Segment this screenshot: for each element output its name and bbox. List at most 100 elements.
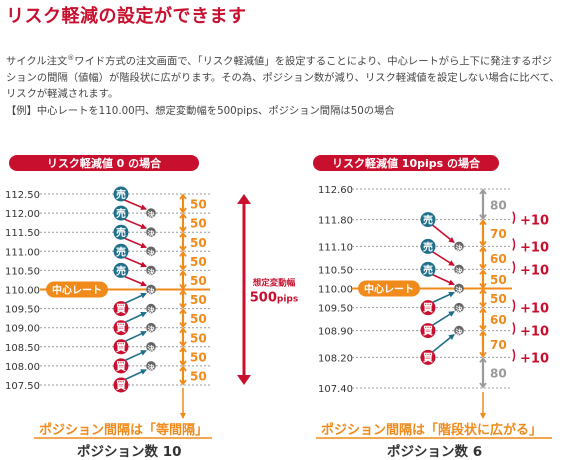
right-buy-arrow [431,310,455,327]
left-settle-marker [146,361,156,371]
left-interval-bracket-top [179,346,187,353]
left-sell-marker-label: 売 [116,264,126,277]
left-interval-bracket-top [179,193,187,200]
right-sell-marker-label: 売 [423,240,433,253]
right-sell-arrow [431,223,455,244]
left-center-rate-pill [46,281,108,298]
left-buy-arrow [123,369,147,381]
left-settle-marker-label: 決 [148,287,156,296]
left-sell-marker [113,224,129,240]
right-increment-label: +10 [520,263,549,278]
left-price-label: 108.00 [5,362,40,373]
left-price-label: 111.50 [5,228,40,239]
left-price-label: 110.50 [5,266,40,277]
left-range-arrow-top [237,194,251,204]
left-interval-bracket-top [179,327,187,334]
description-line-3: リスクが軽減されます。 [6,88,119,101]
right-settle-marker-label: 決 [456,266,464,275]
right-interval-label: 70 [490,227,507,241]
description-example: 【例】中心レートを110.00円、想定変動幅を500pips、ポジション間隔は5… [6,104,395,117]
left-interval-bracket-bottom [179,360,187,367]
left-interval-label: 50 [190,331,207,345]
right-interval-bracket-bottom [479,351,487,358]
left-panel-header-label: リスク軽減値 0 の場合 [47,156,162,170]
right-interval-bracket-bottom [479,325,487,332]
right-price-label: 112.60 [318,185,353,196]
right-interval-bracket-bottom [479,302,487,309]
left-settle-marker-label: 決 [148,306,156,315]
left-price-label: 112.00 [5,209,40,220]
left-buy-marker [113,301,129,317]
left-interval-label: 50 [190,198,207,212]
right-interval-label: 50 [490,292,507,306]
left-buy-marker [113,377,129,393]
left-sell-arrow [121,198,147,210]
left-position-count: ポジション数 10 [77,444,182,460]
right-increment-arrow [512,238,516,251]
right-increment-label: +10 [520,240,549,255]
left-settle-marker [146,303,156,314]
left-price-label: 109.00 [5,324,40,335]
left-buy-marker-label: 買 [116,380,126,392]
right-increment-label: +10 [520,302,549,317]
right-buy-marker-label: 買 [423,326,433,338]
right-settle-marker-label: 決 [456,305,464,314]
left-buy-marker [113,339,129,355]
left-sell-marker [113,243,129,259]
left-panel-header [9,155,199,171]
left-sell-marker-label: 売 [116,226,126,239]
left-price-label: 111.00 [5,247,40,258]
left-interval-label: 50 [190,255,207,269]
right-interval-bracket-top [479,219,487,226]
left-settle-marker-label: 決 [148,267,156,276]
left-interval-bracket-bottom [179,283,187,290]
left-range-label-bg [251,273,297,308]
right-interval-bracket-bottom [479,263,487,270]
right-interval-bracket-top [479,268,487,275]
right-sell-marker-label: 売 [423,214,433,227]
right-center-rate-pill [358,280,420,297]
right-interval-label: 60 [490,313,507,327]
description-line-1: サイクル注文®ワイド方式の注文画面で、「リスク軽減値」を設定することにより、中心… [6,54,553,68]
left-interval-bracket-top [179,289,187,296]
right-increment-arrow [512,261,516,274]
right-price-label: 111.10 [318,242,353,253]
right-settle-marker [454,325,464,336]
right-sell-marker [420,261,436,277]
left-center-rate-label: 中心レート [52,284,102,297]
right-buy-marker [420,300,436,316]
left-settle-marker-label: 決 [148,248,156,257]
left-buy-marker-label: 買 [116,304,126,316]
right-increment-arrow [512,299,516,312]
left-interval-bracket-bottom [179,245,187,252]
right-sell-arrow [431,250,455,267]
left-buy-arrow [123,292,147,305]
left-interval-bracket-bottom [179,264,187,271]
right-settle-marker [454,264,464,275]
right-interval-bracket-outer-bottom [479,382,487,389]
left-settle-marker [146,227,156,237]
right-increment-arrow [512,211,516,224]
left-settle-marker [146,246,156,257]
description: サイクル注文®ワイド方式の注文画面で、「リスク軽減値」を設定することにより、中心… [6,50,562,119]
right-panel-header [313,155,499,171]
right-settle-marker [454,283,464,294]
right-sell-arrow [431,273,455,286]
left-settle-marker-label: 決 [148,363,156,372]
right-increment-arrow [512,349,516,362]
left-interval-label: 50 [190,312,207,326]
left-interval-bracket-bottom [179,379,187,386]
left-sell-arrow [121,236,147,249]
left-settle-marker-label: 決 [148,344,156,353]
right-position-count: ポジション数 6 [387,444,483,460]
description-line-2: ションの間隔（値幅）が階段状に広がります。その為、ポジション数が減り、リスク軽減… [6,71,560,84]
left-settle-marker [146,284,156,295]
left-settle-marker-label: 決 [148,229,156,238]
left-sell-arrow [121,255,147,268]
right-sell-marker [420,238,436,254]
left-buy-marker-label: 買 [116,361,126,373]
right-interval-bracket-outer-top [479,188,487,195]
right-interval-bracket-outer-top [479,356,487,363]
left-caption: ポジション間隔は「等間隔」 [39,423,209,438]
right-price-label: 109.50 [318,304,353,315]
